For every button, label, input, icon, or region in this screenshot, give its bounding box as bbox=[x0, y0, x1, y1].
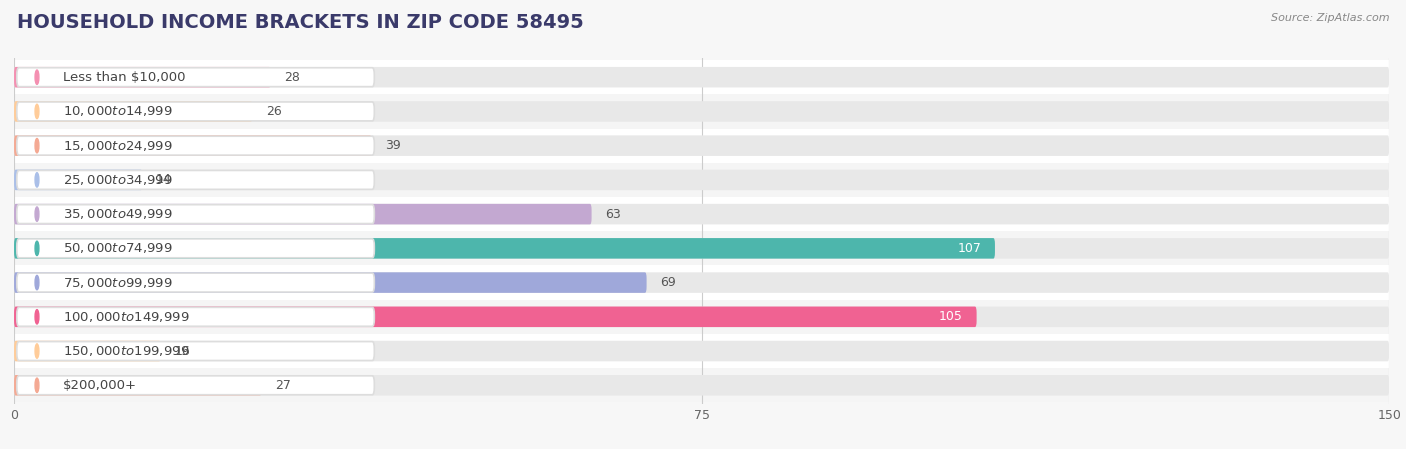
FancyBboxPatch shape bbox=[17, 342, 374, 361]
Text: 28: 28 bbox=[284, 70, 301, 84]
Text: 26: 26 bbox=[266, 105, 283, 118]
Bar bbox=[14, 231, 1389, 265]
FancyBboxPatch shape bbox=[17, 273, 374, 292]
Text: 69: 69 bbox=[661, 276, 676, 289]
FancyBboxPatch shape bbox=[17, 308, 374, 326]
Circle shape bbox=[35, 241, 39, 255]
FancyBboxPatch shape bbox=[14, 170, 142, 190]
Text: 16: 16 bbox=[174, 344, 190, 357]
Circle shape bbox=[35, 104, 39, 119]
Text: $100,000 to $149,999: $100,000 to $149,999 bbox=[63, 310, 190, 324]
Circle shape bbox=[35, 70, 39, 84]
FancyBboxPatch shape bbox=[14, 136, 1389, 156]
Circle shape bbox=[35, 378, 39, 392]
Text: 107: 107 bbox=[957, 242, 981, 255]
Text: $50,000 to $74,999: $50,000 to $74,999 bbox=[63, 242, 173, 255]
Text: 63: 63 bbox=[606, 207, 621, 220]
FancyBboxPatch shape bbox=[14, 272, 1389, 293]
Bar bbox=[14, 94, 1389, 128]
Text: $15,000 to $24,999: $15,000 to $24,999 bbox=[63, 139, 173, 153]
FancyBboxPatch shape bbox=[17, 102, 374, 121]
Text: $150,000 to $199,999: $150,000 to $199,999 bbox=[63, 344, 190, 358]
FancyBboxPatch shape bbox=[14, 170, 1389, 190]
Bar bbox=[14, 334, 1389, 368]
Text: $75,000 to $99,999: $75,000 to $99,999 bbox=[63, 276, 173, 290]
Text: 27: 27 bbox=[276, 379, 291, 392]
FancyBboxPatch shape bbox=[14, 272, 647, 293]
Text: 105: 105 bbox=[939, 310, 963, 323]
FancyBboxPatch shape bbox=[14, 307, 1389, 327]
Text: $35,000 to $49,999: $35,000 to $49,999 bbox=[63, 207, 173, 221]
FancyBboxPatch shape bbox=[14, 341, 1389, 361]
Circle shape bbox=[35, 275, 39, 290]
FancyBboxPatch shape bbox=[17, 171, 374, 189]
FancyBboxPatch shape bbox=[14, 238, 1389, 259]
FancyBboxPatch shape bbox=[17, 68, 374, 87]
FancyBboxPatch shape bbox=[14, 101, 1389, 122]
Circle shape bbox=[35, 207, 39, 221]
Text: Less than $10,000: Less than $10,000 bbox=[63, 70, 186, 84]
Bar bbox=[14, 60, 1389, 94]
Bar bbox=[14, 128, 1389, 163]
FancyBboxPatch shape bbox=[14, 307, 977, 327]
FancyBboxPatch shape bbox=[14, 341, 160, 361]
Circle shape bbox=[35, 173, 39, 187]
Text: Source: ZipAtlas.com: Source: ZipAtlas.com bbox=[1271, 13, 1389, 23]
Text: $25,000 to $34,999: $25,000 to $34,999 bbox=[63, 173, 173, 187]
Text: 14: 14 bbox=[156, 173, 172, 186]
Circle shape bbox=[35, 344, 39, 358]
Bar bbox=[14, 368, 1389, 402]
FancyBboxPatch shape bbox=[14, 67, 1389, 88]
FancyBboxPatch shape bbox=[14, 67, 271, 88]
Text: 39: 39 bbox=[385, 139, 401, 152]
Bar bbox=[14, 265, 1389, 299]
FancyBboxPatch shape bbox=[17, 205, 374, 224]
Text: $10,000 to $14,999: $10,000 to $14,999 bbox=[63, 105, 173, 119]
FancyBboxPatch shape bbox=[17, 136, 374, 155]
Text: HOUSEHOLD INCOME BRACKETS IN ZIP CODE 58495: HOUSEHOLD INCOME BRACKETS IN ZIP CODE 58… bbox=[17, 13, 583, 32]
Bar bbox=[14, 163, 1389, 197]
FancyBboxPatch shape bbox=[17, 239, 374, 258]
FancyBboxPatch shape bbox=[14, 375, 262, 396]
FancyBboxPatch shape bbox=[17, 376, 374, 395]
FancyBboxPatch shape bbox=[14, 204, 1389, 224]
Bar bbox=[14, 299, 1389, 334]
FancyBboxPatch shape bbox=[14, 101, 253, 122]
FancyBboxPatch shape bbox=[14, 238, 995, 259]
Circle shape bbox=[35, 138, 39, 153]
FancyBboxPatch shape bbox=[14, 136, 371, 156]
Bar bbox=[14, 197, 1389, 231]
FancyBboxPatch shape bbox=[14, 375, 1389, 396]
Circle shape bbox=[35, 310, 39, 324]
FancyBboxPatch shape bbox=[14, 204, 592, 224]
Text: $200,000+: $200,000+ bbox=[63, 379, 136, 392]
